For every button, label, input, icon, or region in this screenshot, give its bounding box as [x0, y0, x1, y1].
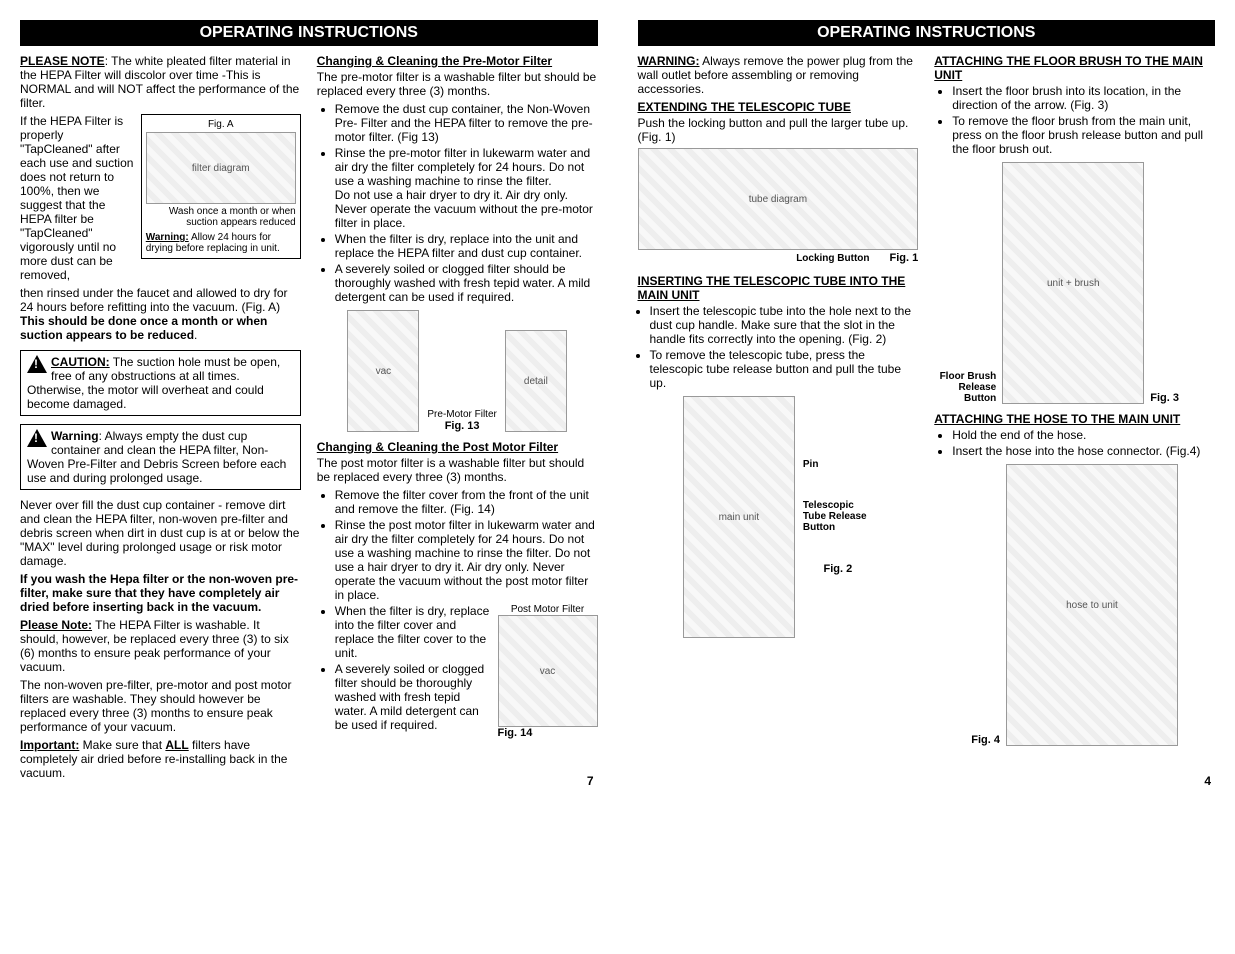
right-page: OPERATING INSTRUCTIONS WARNING: Always r…	[638, 20, 1216, 784]
please-note-2-label: Please Note:	[20, 618, 92, 632]
left-columns: PLEASE NOTE: The white pleated filter ma…	[20, 54, 598, 784]
list-item: Remove the filter cover from the front o…	[335, 488, 598, 516]
warning-triangle-icon	[27, 429, 47, 447]
figure-13-image-b: detail	[505, 330, 567, 432]
premotor-intro: The pre-motor filter is a washable filte…	[317, 70, 598, 98]
figure-4-label: Fig. 4	[971, 734, 1000, 746]
figure-14-box: Post Motor Filter vac Fig. 14	[498, 604, 598, 739]
figure-13-image-a: vac	[347, 310, 419, 432]
page-number-left: 7	[587, 774, 594, 788]
hose-title: ATTACHING THE HOSE TO THE MAIN UNIT	[934, 412, 1215, 426]
figure-13-row: vac Pre-Motor Filter Fig. 13 detail	[317, 310, 598, 432]
figure-3-annot: Floor Brush Release Button	[934, 371, 996, 404]
document-spread: OPERATING INSTRUCTIONS PLEASE NOTE: The …	[20, 20, 1215, 784]
left-page: OPERATING INSTRUCTIONS PLEASE NOTE: The …	[20, 20, 598, 784]
important-text1: Make sure that	[83, 738, 166, 752]
figure-a-warning: Warning: Allow 24 hours for drying befor…	[146, 232, 296, 254]
figure-2-annot-pin: Pin	[803, 459, 873, 470]
right-columns: WARNING: Always remove the power plug fr…	[638, 54, 1216, 746]
page-header: OPERATING INSTRUCTIONS	[20, 20, 598, 46]
figure-3-box: Floor Brush Release Button unit + brush …	[934, 162, 1215, 404]
list-item: Insert the hose into the hose connector.…	[952, 444, 1215, 458]
figure-a-image: filter diagram	[146, 132, 296, 204]
list-item: To remove the telescopic tube, press the…	[650, 348, 919, 390]
overfill-text: Never over fill the dust cup container -…	[20, 498, 301, 568]
figure-2-box: main unit Pin Telescopic Tube Release Bu…	[638, 396, 919, 638]
list-item: Rinse the post motor filter in lukewarm …	[335, 518, 598, 602]
list-item: Remove the dust cup container, the Non-W…	[335, 102, 598, 144]
insert-tube-list: Insert the telescopic tube into the hole…	[638, 304, 919, 390]
caution-label: CAUTION:	[51, 355, 110, 369]
figure-14-image: vac	[498, 615, 598, 727]
floor-brush-list: Insert the floor brush into its location…	[934, 84, 1215, 156]
please-note-label: PLEASE NOTE	[20, 54, 105, 68]
figure-1-box: tube diagram Locking Button Fig. 1	[638, 148, 919, 264]
figure-3-image: unit + brush	[1002, 162, 1144, 404]
figure-1-annot: Locking Button	[796, 253, 869, 264]
nonwoven-text: The non-woven pre-filter, pre-motor and …	[20, 678, 301, 734]
list-item: To remove the floor brush from the main …	[952, 114, 1215, 156]
warning-box-2: Warning: Always empty the dust cup conta…	[20, 424, 301, 490]
extend-tube-title: EXTENDING THE TELESCOPIC TUBE	[638, 100, 919, 114]
list-item: Hold the end of the hose.	[952, 428, 1215, 442]
postmotor-list: Remove the filter cover from the front o…	[317, 488, 598, 732]
list-item: When the filter is dry, replace into the…	[335, 232, 598, 260]
rinse-para: then rinsed under the faucet and allowed…	[20, 286, 301, 342]
page-header: OPERATING INSTRUCTIONS	[638, 20, 1216, 46]
hose-list: Hold the end of the hose. Insert the hos…	[934, 428, 1215, 458]
list-item: Insert the floor brush into its location…	[952, 84, 1215, 112]
caution-box: CAUTION: The suction hole must be open, …	[20, 350, 301, 416]
list-item: Post Motor Filter vac Fig. 14 When the f…	[335, 604, 598, 660]
list-item: Insert the telescopic tube into the hole…	[650, 304, 919, 346]
important-label: Important:	[20, 738, 79, 752]
left-col-1: PLEASE NOTE: The white pleated filter ma…	[20, 54, 301, 784]
figure-a-annot: Wash once a month or when suction appear…	[146, 206, 296, 228]
figure-2-annot-release: Telescopic Tube Release Button	[803, 500, 873, 533]
insert-tube-title: INSERTING THE TELESCOPIC TUBE INTO THE M…	[638, 274, 919, 302]
wash-bold-text: If you wash the Hepa filter or the non-w…	[20, 572, 301, 614]
figure-13-center: Pre-Motor Filter Fig. 13	[427, 409, 496, 432]
warning-triangle-icon	[27, 355, 47, 373]
postmotor-title: Changing & Cleaning the Post Motor Filte…	[317, 440, 598, 454]
figure-13-annot: Pre-Motor Filter	[427, 409, 496, 420]
warning-para: WARNING: Always remove the power plug fr…	[638, 54, 919, 96]
warning-label: WARNING:	[638, 54, 700, 68]
figure-14-label: Fig. 14	[498, 727, 598, 739]
page-number-right: 4	[1204, 774, 1211, 788]
list-item: Rinse the pre-motor filter in lukewarm w…	[335, 146, 598, 230]
figure-a-warning-label: Warning:	[146, 232, 189, 243]
left-col-2: Changing & Cleaning the Pre-Motor Filter…	[317, 54, 598, 784]
please-note-2-para: Please Note: The HEPA Filter is washable…	[20, 618, 301, 674]
figure-a-label: Fig. A	[146, 119, 296, 130]
figure-2-label: Fig. 2	[803, 563, 873, 575]
figure-3-label: Fig. 3	[1150, 392, 1179, 404]
rinse-bold: This should be done once a month or when…	[20, 314, 267, 342]
figure-2-image: main unit	[683, 396, 795, 638]
extend-tube-text: Push the locking button and pull the lar…	[638, 116, 919, 144]
figure-4-box: Fig. 4 hose to unit	[934, 464, 1215, 746]
premotor-title: Changing & Cleaning the Pre-Motor Filter	[317, 54, 598, 68]
warn2-label: Warning	[51, 429, 99, 443]
floor-brush-title: ATTACHING THE FLOOR BRUSH TO THE MAIN UN…	[934, 54, 1215, 82]
please-note-para: PLEASE NOTE: The white pleated filter ma…	[20, 54, 301, 110]
postmotor-b3-text: When the filter is dry, replace into the…	[335, 604, 490, 660]
premotor-list: Remove the dust cup container, the Non-W…	[317, 102, 598, 304]
all-word: ALL	[165, 738, 188, 752]
postmotor-intro: The post motor filter is a washable filt…	[317, 456, 598, 484]
figure-4-image: hose to unit	[1006, 464, 1178, 746]
figure-1-label: Fig. 1	[890, 252, 919, 264]
important-para: Important: Make sure that ALL filters ha…	[20, 738, 301, 780]
list-item: A severely soiled or clogged filter shou…	[335, 262, 598, 304]
figure-1-image: tube diagram	[638, 148, 919, 250]
figure-13-label: Fig. 13	[427, 420, 496, 432]
figure-a-box: Fig. A filter diagram Wash once a month …	[141, 114, 301, 259]
rinse-text: then rinsed under the faucet and allowed…	[20, 286, 288, 314]
figure-14-annot: Post Motor Filter	[498, 604, 598, 615]
right-col-2: ATTACHING THE FLOOR BRUSH TO THE MAIN UN…	[934, 54, 1215, 746]
right-col-1: WARNING: Always remove the power plug fr…	[638, 54, 919, 746]
